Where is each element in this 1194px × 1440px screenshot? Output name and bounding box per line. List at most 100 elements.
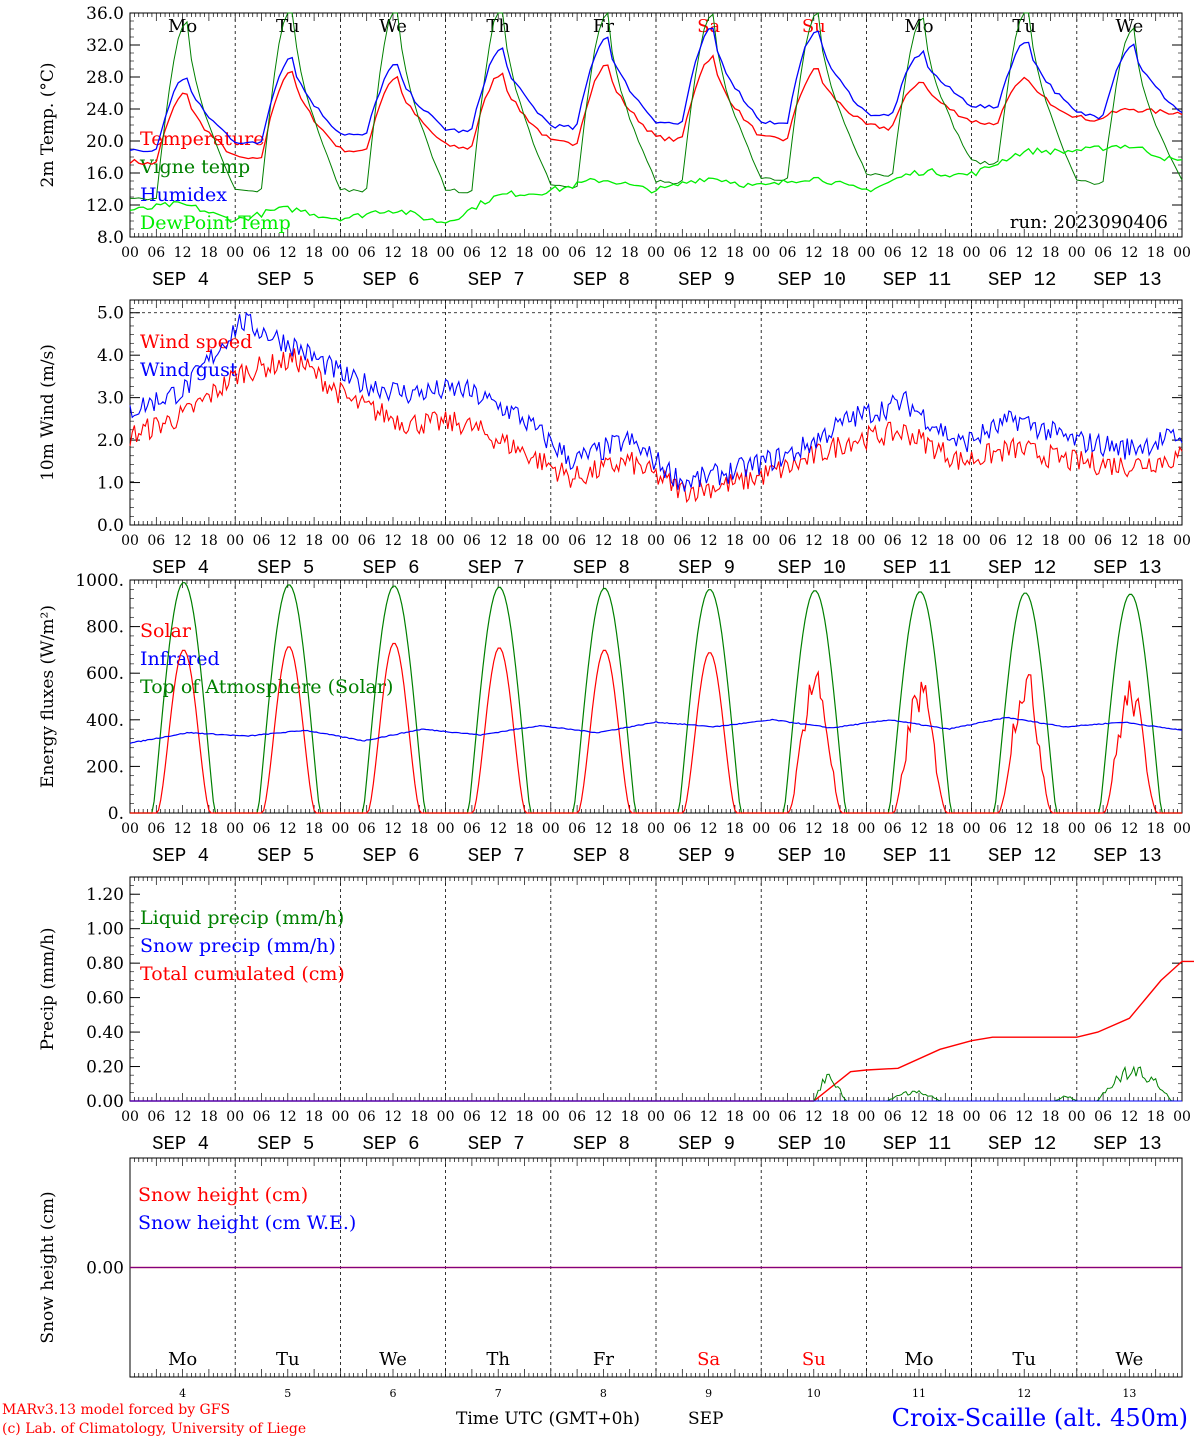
x-hour-label: 12	[174, 821, 192, 837]
y-tick-label: 2.0	[97, 431, 124, 451]
x-hour-label: 06	[884, 1109, 902, 1125]
y-tick-label: 1.00	[86, 920, 124, 940]
y-axis-title: Energy fluxes (W/m²)	[38, 605, 58, 788]
x-hour-label: 18	[305, 245, 323, 261]
day-name: We	[379, 16, 407, 37]
x-hour-label: 12	[1120, 245, 1138, 261]
x-date-label: SEP 13	[1093, 845, 1161, 867]
x-hour-label: 12	[910, 533, 928, 549]
x-hour-label: 00	[647, 1109, 665, 1125]
x-hour-label: 00	[857, 821, 875, 837]
x-hour-label: 12	[1015, 821, 1033, 837]
x-date-label: SEP 7	[468, 845, 525, 867]
plot-frame	[129, 12, 1183, 238]
day-name: We	[1116, 16, 1144, 37]
x-hour-label: 00	[857, 245, 875, 261]
footer: MARv3.13 model forced by GFS (c) Lab. of…	[2, 1402, 1188, 1437]
x-date-label: SEP 5	[257, 845, 314, 867]
x-hour-label: 00	[121, 533, 139, 549]
credit-line-2: (c) Lab. of Climatology, University of L…	[2, 1421, 306, 1437]
x-hour-label: 18	[621, 821, 639, 837]
x-hour-label: 00	[121, 245, 139, 261]
series-line	[130, 11, 1183, 201]
x-hour-label: 06	[673, 533, 691, 549]
legend-entry: Top of Atmosphere (Solar)	[140, 676, 393, 698]
y-tick-label: 32.0	[86, 36, 124, 56]
x-date-label: SEP 13	[1093, 1133, 1161, 1155]
x-hour-label: 06	[1094, 821, 1112, 837]
y-tick-label: 3.0	[97, 389, 124, 409]
y-tick-label: 12.0	[86, 196, 124, 216]
x-hour-label: 00	[963, 1109, 981, 1125]
x-hour-label: 12	[1015, 533, 1033, 549]
x-date-label: SEP 11	[883, 269, 951, 291]
x-hour-label: 06	[568, 533, 586, 549]
y-tick-label: 0.40	[86, 1023, 124, 1043]
x-hour-label: 18	[621, 533, 639, 549]
x-hour-label: 06	[358, 245, 376, 261]
x-date-label: SEP 6	[362, 269, 419, 291]
x-date-label: SEP 8	[573, 269, 630, 291]
x-hour-label: 18	[305, 821, 323, 837]
y-tick-label: 600.	[86, 664, 124, 684]
x-date-label: SEP 10	[778, 1133, 846, 1155]
series-line	[129, 716, 1183, 745]
x-date-label: SEP 12	[988, 845, 1056, 867]
x-hour-label: 06	[884, 821, 902, 837]
day-name: Su	[802, 16, 826, 37]
x-hour-label: 06	[147, 1109, 165, 1125]
x-hour-label: 12	[384, 821, 402, 837]
x-hour-label: 18	[516, 1109, 534, 1125]
y-tick-label: 200.	[86, 757, 124, 777]
day-name: We	[379, 1349, 407, 1370]
x-hour-label: 12	[489, 1109, 507, 1125]
x-date-label: SEP 8	[573, 845, 630, 867]
day-number: 5	[284, 1387, 291, 1400]
x-hour-label: 00	[647, 533, 665, 549]
legend-entry: Wind speed	[140, 331, 252, 353]
x-hour-label: 12	[489, 533, 507, 549]
panel-4: 1.20 1.00 0.80 0.60 0.40 0.20 0.00 Precip (mm/h…	[38, 876, 1194, 1155]
day-number: 8	[600, 1387, 607, 1400]
x-hour-label: 18	[831, 821, 849, 837]
x-hour-label: 18	[726, 245, 744, 261]
x-hour-label: 12	[384, 1109, 402, 1125]
day-name: Mo	[904, 1349, 933, 1370]
x-date-label: SEP 4	[152, 557, 209, 579]
x-date-label: SEP 7	[468, 269, 525, 291]
x-hour-label: 18	[410, 245, 428, 261]
x-date-label: SEP 11	[883, 1133, 951, 1155]
x-date-label: SEP 4	[152, 1133, 209, 1155]
legend-entry: Liquid precip (mm/h)	[140, 907, 344, 929]
x-hour-label: 00	[542, 821, 560, 837]
x-hour-label: 06	[568, 1109, 586, 1125]
day-name: Th	[486, 16, 510, 37]
legend-entry: Snow height (cm)	[138, 1184, 308, 1206]
y-tick-label: 1000.	[75, 571, 124, 591]
x-hour-label: 12	[910, 1109, 928, 1125]
x-hour-label: 18	[1042, 533, 1060, 549]
series-line	[129, 311, 1183, 492]
x-hour-label: 00	[1173, 821, 1191, 837]
x-date-label: SEP 4	[152, 269, 209, 291]
x-hour-label: 18	[1042, 245, 1060, 261]
x-hour-label: 12	[700, 821, 718, 837]
x-date-label: SEP 9	[678, 557, 735, 579]
legend-entry: Snow precip (mm/h)	[140, 935, 336, 957]
y-tick-label: 5.0	[97, 304, 124, 324]
x-hour-label: 18	[726, 533, 744, 549]
x-hour-label: 06	[568, 245, 586, 261]
x-hour-label: 00	[963, 821, 981, 837]
x-hour-label: 06	[779, 1109, 797, 1125]
x-date-label: SEP 8	[573, 1133, 630, 1155]
x-hour-label: 12	[489, 821, 507, 837]
x-hour-label: 00	[1173, 245, 1191, 261]
x-hour-label: 06	[463, 533, 481, 549]
day-number: 10	[807, 1387, 821, 1400]
x-hour-label: 12	[805, 821, 823, 837]
x-hour-label: 00	[647, 245, 665, 261]
x-hour-label: 18	[1042, 821, 1060, 837]
x-date-label: SEP 9	[678, 269, 735, 291]
x-hour-label: 18	[831, 1109, 849, 1125]
